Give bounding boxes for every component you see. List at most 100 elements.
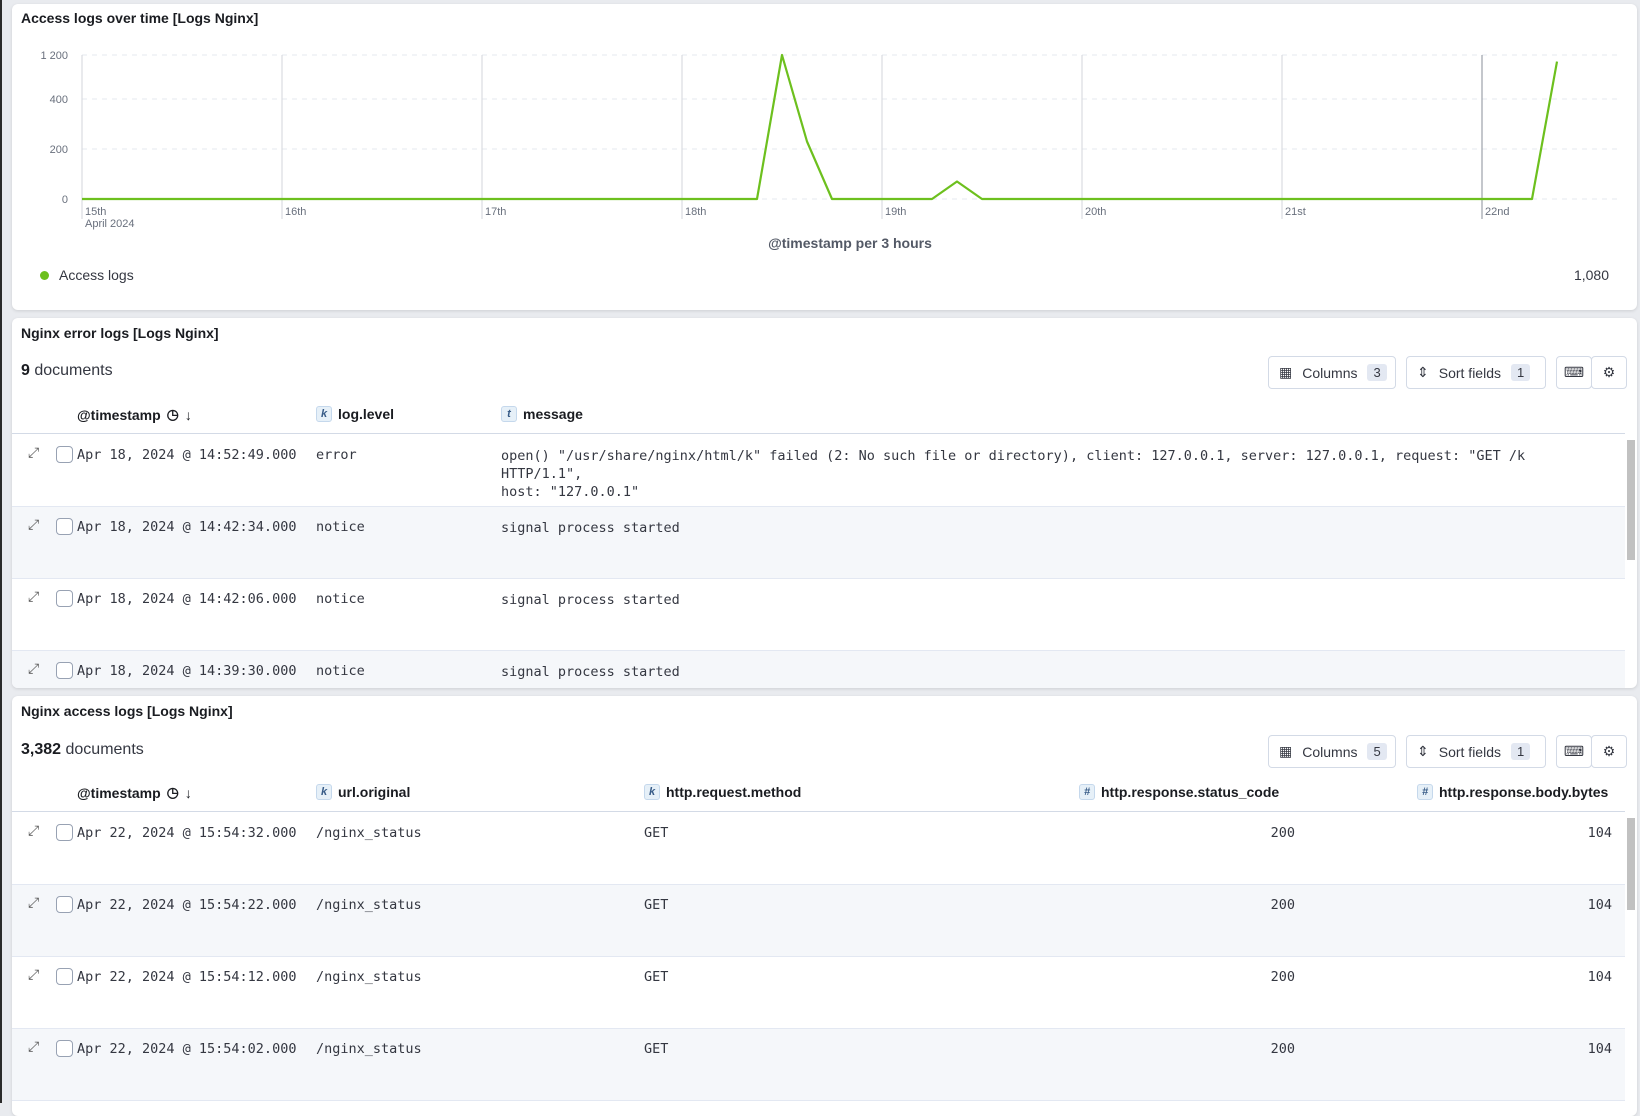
- cell-method: GET: [644, 897, 668, 913]
- cell-timestamp: Apr 22, 2024 @ 15:54:02.000: [77, 1041, 296, 1057]
- cell-url: /nginx_status: [316, 1041, 422, 1057]
- clock-icon: ◷: [167, 784, 179, 801]
- cell-body-bytes: 104: [1588, 1041, 1612, 1057]
- keyboard-shortcuts-button[interactable]: ⌨: [1556, 356, 1592, 389]
- column-header-status-code[interactable]: #http.response.status_code: [1079, 784, 1279, 800]
- cell-timestamp: Apr 18, 2024 @ 14:39:30.000: [77, 663, 296, 679]
- legend-value: 1,080: [1574, 267, 1609, 283]
- table-icon: ▦: [1279, 743, 1292, 760]
- y-tick-label: 200: [50, 144, 68, 156]
- x-tick-label: 19th: [885, 206, 906, 218]
- table-row: ⤢ Apr 22, 2024 @ 15:54:32.000/nginx_statu…: [12, 813, 1625, 885]
- x-tick-label: 16th: [285, 206, 306, 218]
- column-header-timestamp[interactable]: @timestamp◷↓: [77, 784, 192, 801]
- scrollbar[interactable]: [1625, 812, 1635, 1112]
- expand-icon[interactable]: ⤢: [28, 1039, 39, 1055]
- number-type-icon: #: [1417, 784, 1433, 800]
- table-row: ⤢ Apr 18, 2024 @ 14:42:06.000 notice signal…: [12, 579, 1625, 651]
- cell-timestamp: Apr 18, 2024 @ 14:52:49.000: [77, 447, 296, 463]
- x-tick-label: 21st: [1285, 206, 1306, 218]
- x-tick-label: 18th: [685, 206, 706, 218]
- row-checkbox[interactable]: [56, 824, 73, 841]
- display-settings-button[interactable]: ⚙: [1591, 356, 1627, 389]
- number-type-icon: #: [1079, 784, 1095, 800]
- cell-message: signal process started: [501, 519, 1611, 537]
- error-logs-panel: Nginx error logs [Logs Nginx] 9 document…: [12, 318, 1637, 688]
- panel-title: Nginx error logs [Logs Nginx]: [21, 325, 219, 341]
- expand-icon[interactable]: ⤢: [28, 445, 39, 461]
- cell-url: /nginx_status: [316, 969, 422, 985]
- display-settings-button[interactable]: ⚙: [1591, 735, 1627, 768]
- sort-icon: ⇕: [1417, 364, 1429, 381]
- column-header-timestamp[interactable]: @timestamp◷↓: [77, 406, 192, 423]
- cell-status-code: 200: [1271, 825, 1295, 841]
- cell-message: signal process started: [501, 591, 1611, 609]
- keyboard-shortcuts-button[interactable]: ⌨: [1556, 735, 1592, 768]
- legend-dot-icon: [40, 271, 49, 280]
- cell-method: GET: [644, 969, 668, 985]
- x-tick-label: 22nd: [1485, 206, 1509, 218]
- expand-icon[interactable]: ⤢: [28, 517, 39, 533]
- expand-icon[interactable]: ⤢: [28, 895, 39, 911]
- cell-timestamp: Apr 22, 2024 @ 15:54:32.000: [77, 825, 296, 841]
- cell-method: GET: [644, 825, 668, 841]
- row-checkbox[interactable]: [56, 1040, 73, 1057]
- expand-icon[interactable]: ⤢: [28, 589, 39, 605]
- expand-icon[interactable]: ⤢: [28, 661, 39, 677]
- cell-url: /nginx_status: [316, 825, 422, 841]
- row-checkbox[interactable]: [56, 896, 73, 913]
- expand-icon[interactable]: ⤢: [28, 967, 39, 983]
- row-checkbox[interactable]: [56, 662, 73, 679]
- row-checkbox[interactable]: [56, 518, 73, 535]
- table-row: ⤢ Apr 22, 2024 @ 15:54:02.000/nginx_statu…: [12, 1029, 1625, 1101]
- document-count: 9 documents: [21, 362, 113, 380]
- cell-url: /nginx_status: [316, 897, 422, 913]
- legend-label: Access logs: [59, 267, 134, 283]
- cell-status-code: 200: [1271, 969, 1295, 985]
- cell-body-bytes: 104: [1588, 969, 1612, 985]
- row-checkbox[interactable]: [56, 590, 73, 607]
- keyboard-icon: ⌨: [1564, 364, 1584, 381]
- row-checkbox[interactable]: [56, 968, 73, 985]
- row-checkbox[interactable]: [56, 446, 73, 463]
- clock-icon: ◷: [167, 406, 179, 423]
- sliders-icon: ⚙: [1603, 743, 1616, 760]
- x-tick-label: 15th: [85, 206, 106, 218]
- y-tick-label: 0: [62, 194, 68, 206]
- keyword-type-icon: k: [644, 784, 660, 800]
- keyboard-icon: ⌨: [1564, 743, 1584, 760]
- cell-method: GET: [644, 1041, 668, 1057]
- scrollbar[interactable]: [1625, 434, 1635, 684]
- text-type-icon: t: [501, 406, 517, 422]
- sort-icon: ⇕: [1417, 743, 1429, 760]
- cell-status-code: 200: [1271, 1041, 1295, 1057]
- sort-desc-icon: ↓: [185, 407, 192, 423]
- x-tick-label: 17th: [485, 206, 506, 218]
- keyword-type-icon: k: [316, 406, 332, 422]
- column-header-body-bytes[interactable]: #http.response.body.bytes: [1417, 784, 1608, 800]
- cell-timestamp: Apr 18, 2024 @ 14:42:06.000: [77, 591, 296, 607]
- cell-body-bytes: 104: [1588, 825, 1612, 841]
- cell-message: open() "/usr/share/nginx/html/k" failed …: [501, 447, 1611, 501]
- expand-icon[interactable]: ⤢: [28, 823, 39, 839]
- document-count: 3,382 documents: [21, 741, 144, 759]
- legend-item[interactable]: Access logs: [40, 267, 134, 283]
- cell-log-level: notice: [316, 591, 365, 607]
- x-axis-title: @timestamp per 3 hours: [768, 235, 932, 251]
- cell-log-level: notice: [316, 663, 365, 679]
- y-tick-label: 1 200: [40, 50, 68, 62]
- cell-timestamp: Apr 18, 2024 @ 14:42:34.000: [77, 519, 296, 535]
